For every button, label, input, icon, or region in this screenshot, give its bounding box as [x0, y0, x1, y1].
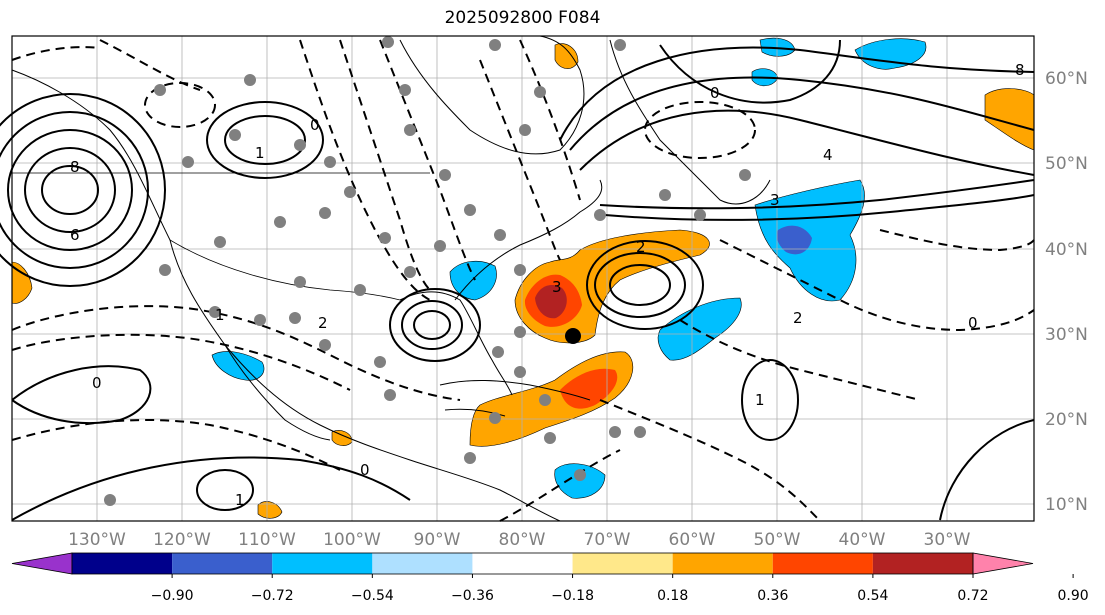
lat-label: 30°N	[1045, 325, 1088, 345]
map-title: 2025092800 F084	[444, 8, 601, 28]
lat-label: 20°N	[1045, 410, 1088, 430]
colorbar-segment	[872, 553, 973, 574]
contour-label: 1	[755, 391, 765, 409]
colorbar-segment	[772, 553, 873, 574]
colorbar-segment	[72, 553, 173, 574]
colorbar-tick-label: −0.90	[151, 588, 194, 604]
lon-label: 100°W	[323, 530, 381, 550]
lon-label: 40°W	[839, 530, 886, 550]
colorbar-segment	[272, 553, 373, 574]
colorbar-tick-label: 0.90	[1058, 588, 1089, 604]
lat-label: 60°N	[1045, 69, 1088, 89]
colorbar-tick-label: −0.54	[351, 588, 394, 604]
lon-label: 70°W	[584, 530, 631, 550]
lon-label: 90°W	[414, 530, 461, 550]
lat-label: 40°N	[1045, 240, 1088, 260]
contour-label: 2	[318, 314, 328, 332]
lat-label: 10°N	[1045, 495, 1088, 515]
lon-label: 30°W	[924, 530, 971, 550]
contour-label: 0	[710, 84, 720, 102]
colorbar-segment	[172, 553, 273, 574]
contour-label: 6	[70, 226, 80, 244]
map-frame	[11, 35, 1035, 522]
colorbar-extend-low	[11, 552, 73, 575]
colorbar-ticks: −0.90 −0.72 −0.54 −0.36 −0.18 0.18 0.36 0.54 0.7…	[151, 574, 1089, 604]
colorbar-segment	[472, 553, 573, 574]
contour-label: 0	[310, 116, 320, 134]
negative-anomaly-southeast-us	[449, 260, 497, 301]
lon-label: 80°W	[499, 530, 546, 550]
contour-label: 3	[552, 278, 562, 296]
positive-anomaly-hudson	[554, 43, 579, 69]
contours-dashed	[11, 39, 1035, 522]
contours-solid	[0, 39, 1035, 521]
latitude-labels: 60°N 50°N 40°N 30°N 20°N 10°N	[1045, 69, 1088, 515]
colorbar-tick-label: −0.18	[551, 588, 594, 604]
colorbar-tick-label: −0.36	[451, 588, 494, 604]
contour-label: 1	[255, 144, 265, 162]
contour-label-group: 6 8 1 0 4 3 2 1 0 2 1 0 1 8 0 3 2 0	[70, 61, 1025, 509]
colorbar-extend-high	[972, 552, 1034, 575]
contour-label: 8	[1015, 61, 1025, 79]
colorbar-tick-label: 0.72	[957, 588, 988, 604]
colorbar-tick-label: 0.36	[757, 588, 788, 604]
colorbar-tick-label: −0.72	[251, 588, 294, 604]
contour-label: 0	[968, 314, 978, 332]
target-marker	[565, 328, 581, 344]
lon-label: 60°W	[669, 530, 716, 550]
colorbar-segment	[672, 553, 773, 574]
map-background	[12, 36, 1034, 521]
positive-anomaly-central-america	[257, 501, 283, 519]
contour-label: 1	[215, 306, 225, 324]
negative-anomaly-central-atlantic	[657, 297, 742, 361]
darkred-core-gulfstream	[535, 285, 567, 319]
colorbar-segment	[372, 553, 473, 574]
colorbar-segment	[572, 553, 673, 574]
strong-negative-mid-atlantic	[776, 225, 812, 255]
positive-anomaly-pacific	[11, 261, 33, 304]
contour-label: 3	[770, 191, 780, 209]
longitude-labels: 130°W 120°W 110°W 100°W 90°W 80°W 70°W 6…	[68, 530, 971, 550]
contour-label: 4	[823, 146, 833, 164]
contour-label: 0	[360, 461, 370, 479]
negative-anomaly-labrador	[854, 38, 927, 70]
station-markers	[104, 36, 751, 506]
colorbar-segments	[11, 552, 1034, 575]
colorbar: −0.90 −0.72 −0.54 −0.36 −0.18 0.18 0.36 0.54 0.7…	[11, 552, 1089, 604]
colorbar-tick-label: 0.54	[857, 588, 888, 604]
coastlines	[11, 35, 771, 522]
colorbar-frame	[71, 552, 974, 575]
contour-label: 8	[70, 158, 80, 176]
colorbar-tick-label: 0.18	[657, 588, 688, 604]
contour-label: 0	[92, 374, 102, 392]
lon-label: 130°W	[68, 530, 126, 550]
contour-label: 1	[235, 491, 245, 509]
contour-label: 2	[636, 238, 646, 256]
shaded-anomalies	[11, 37, 1035, 519]
contour-label: 2	[793, 309, 803, 327]
lon-label: 50°W	[754, 530, 801, 550]
lat-label: 50°N	[1045, 154, 1088, 174]
lon-label: 110°W	[238, 530, 296, 550]
strong-positive-caribbean	[560, 368, 618, 409]
lon-label: 120°W	[153, 530, 211, 550]
